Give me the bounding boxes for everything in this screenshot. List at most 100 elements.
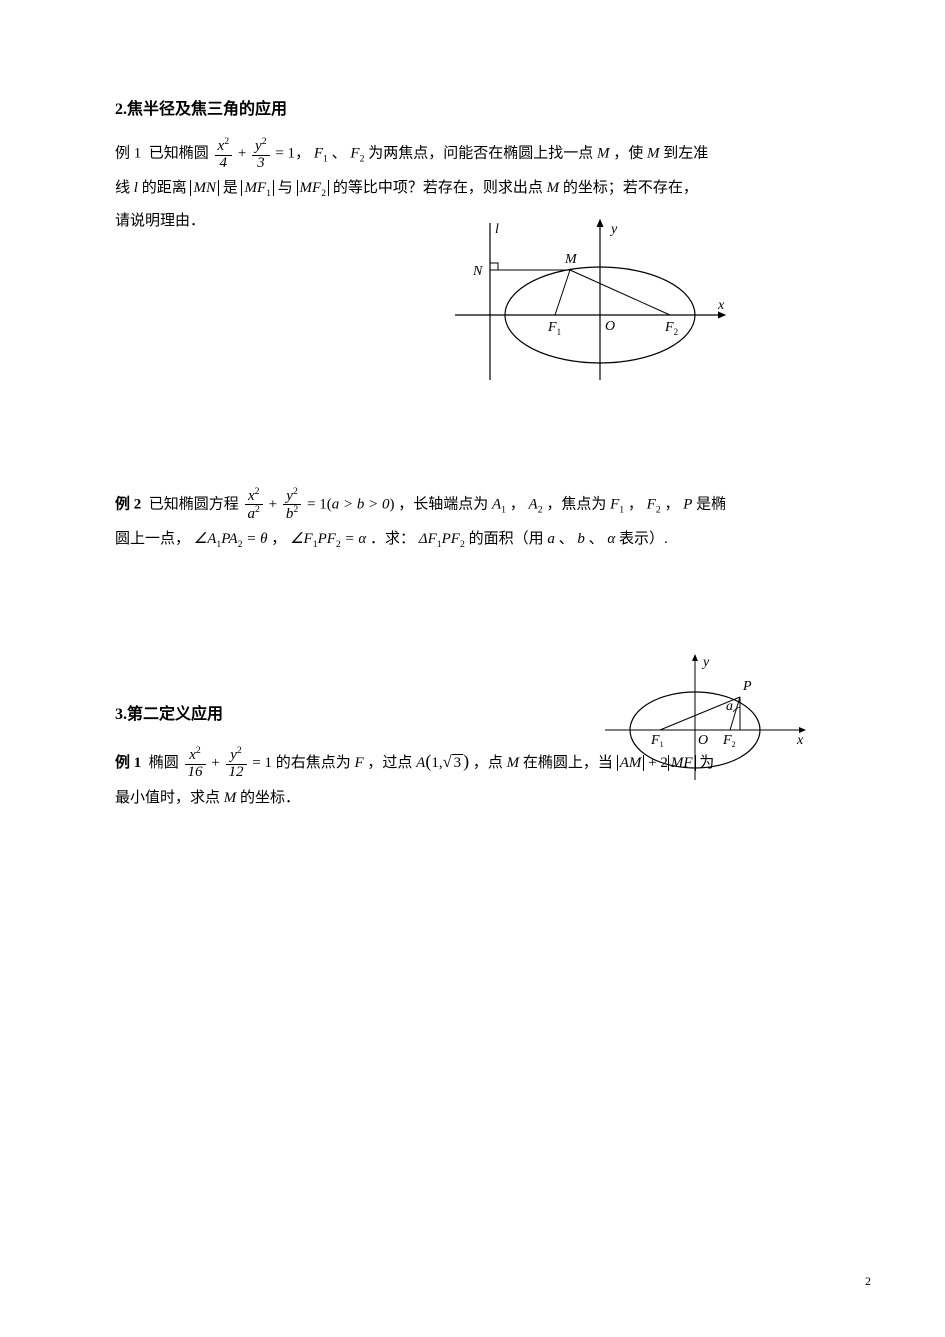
A: A [416, 755, 425, 771]
fraction-x24: x2 4 [215, 137, 233, 172]
arg1: 1, [431, 755, 442, 771]
paren-close: ) [463, 751, 469, 771]
M: M [507, 755, 520, 771]
mf1: MF [244, 180, 266, 196]
mf2-sub: 2 [321, 188, 326, 199]
num-y: y [255, 138, 262, 154]
F1: F [314, 146, 323, 162]
text: ，使 [613, 146, 643, 162]
nx: x [189, 747, 196, 763]
F2: F [350, 146, 359, 162]
text: ，焦点为 [546, 496, 606, 512]
text: 最小值时，求点 [115, 790, 220, 806]
label-F1: F1 [547, 320, 561, 337]
M: M [224, 790, 237, 806]
eq-rhs: = 1 [275, 146, 295, 162]
text: 已知椭圆方程 [149, 496, 239, 512]
A2: A [529, 496, 538, 512]
label-x: x [796, 733, 804, 748]
A1: A [492, 496, 501, 512]
text: 是椭 [696, 496, 726, 512]
text: 已知椭圆 [149, 146, 209, 162]
label: 例 1 [115, 755, 141, 771]
ny: y [230, 747, 237, 763]
M: M [547, 180, 560, 196]
text: 的距离 [142, 180, 187, 196]
d12: 12 [226, 765, 247, 781]
eq-rhs: = 1 [252, 755, 272, 771]
label-x: x [717, 298, 725, 313]
label-F2: F2 [664, 320, 678, 337]
den-4: 4 [215, 156, 233, 172]
figure-ellipse-1: y x O l N M F1 F2 [435, 215, 735, 395]
fraction-y23: y2 3 [252, 137, 270, 172]
text: 的等比中项？若存在，则求出点 [333, 180, 543, 196]
angle1: ∠A1PA2 = θ [194, 531, 268, 547]
text: 是 [223, 180, 238, 196]
text: 的右焦点为 [276, 755, 351, 771]
text: 到左准 [663, 146, 708, 162]
text: ，点 [473, 755, 503, 771]
F: F [354, 755, 363, 771]
text: ，过点 [367, 755, 412, 771]
triangle: ΔF1PF2 [419, 531, 465, 547]
eq-rhs: = 1 [307, 496, 327, 512]
P: P [683, 496, 692, 512]
M: M [597, 146, 610, 162]
dot: 、 [332, 146, 347, 162]
alpha: α [607, 531, 615, 547]
figure-2-svg: y x O P a F1 F2 [595, 650, 815, 790]
label-y: y [701, 655, 710, 670]
fraction-x216: x2 16 [185, 746, 206, 781]
dot: 、 [589, 531, 604, 547]
label-y: y [609, 222, 618, 237]
cond: a > b > 0 [332, 496, 390, 512]
label: 例 2 [115, 496, 141, 512]
problem-2-2: 例 2 已知椭圆方程 x2 a2 + y2 b2 = 1(a > b > 0) … [115, 487, 835, 557]
mf1-sub: 1 [266, 188, 271, 199]
F1-sub: 1 [619, 504, 624, 515]
text: ， [271, 531, 286, 547]
text: ， [664, 496, 679, 512]
text: 与 [278, 180, 293, 196]
text: ， [628, 496, 643, 512]
text: 的坐标；若不存在， [563, 180, 698, 196]
F1-sub: 1 [323, 154, 328, 165]
abs-MF2: MF2 [297, 180, 330, 196]
label-l: l [495, 222, 499, 237]
label-O: O [605, 319, 615, 334]
a: a [547, 531, 555, 547]
text: 请说明理由． [115, 213, 205, 229]
text: 椭圆 [149, 755, 179, 771]
mf2: MF [300, 180, 322, 196]
label-N: N [472, 264, 483, 279]
section-2-heading: 2.焦半径及焦三角的应用 [115, 95, 835, 119]
page-number: 2 [865, 1274, 871, 1289]
fraction-y212: y2 12 [226, 746, 247, 781]
A1-sub: 1 [501, 504, 506, 515]
F2-sub: 2 [656, 504, 661, 515]
plus: + [269, 496, 277, 512]
text: 的面积（用 [469, 531, 544, 547]
nx: x [248, 488, 255, 504]
abs-MN: MN [190, 180, 219, 196]
F2-sub: 2 [360, 154, 365, 165]
text: 圆上一点， [115, 531, 190, 547]
fraction-y2b2: y2 b2 [283, 487, 301, 524]
comma: ， [295, 146, 310, 162]
abs-MF1: MF1 [241, 180, 274, 196]
text: ， [510, 496, 525, 512]
angle2: ∠F1PF2 = α [290, 531, 366, 547]
sqrt-3: √3 [443, 744, 464, 780]
den-3: 3 [252, 156, 270, 172]
label-a: a [726, 699, 733, 714]
text: 线 [115, 180, 130, 196]
d16: 16 [185, 765, 206, 781]
fraction-x2a2: x2 a2 [245, 487, 263, 524]
plus: + [238, 146, 246, 162]
label-F2: F2 [722, 733, 736, 749]
figure-1-svg: y x O l N M F1 F2 [435, 215, 735, 390]
label: 例 1 [115, 146, 141, 162]
plus: + [211, 755, 219, 771]
label-M: M [564, 252, 578, 267]
